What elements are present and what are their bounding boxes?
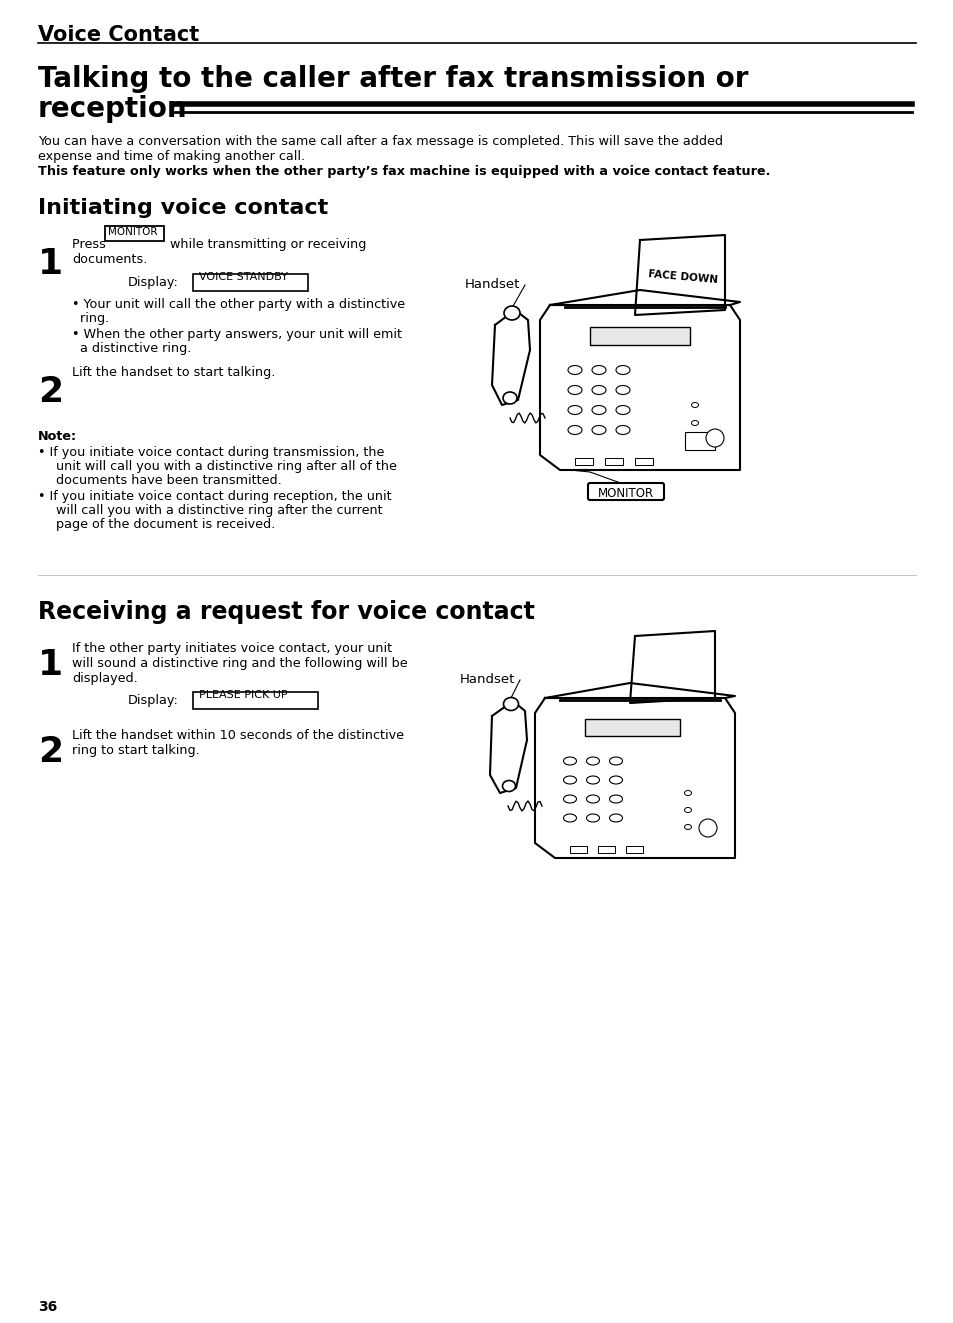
Polygon shape [490, 701, 526, 792]
Text: Press: Press [71, 238, 110, 251]
Ellipse shape [567, 406, 581, 414]
Bar [569, 845, 586, 853]
Text: This feature only works when the other party’s fax machine is equipped with a vo: This feature only works when the other p… [38, 165, 770, 179]
Ellipse shape [691, 421, 698, 426]
Text: PLEASE PICK UP: PLEASE PICK UP [199, 691, 287, 700]
Text: 1: 1 [38, 247, 63, 280]
Text: Handset: Handset [459, 673, 515, 687]
Ellipse shape [609, 757, 622, 765]
FancyBboxPatch shape [587, 483, 663, 500]
Text: 1: 1 [38, 648, 63, 681]
Ellipse shape [586, 814, 598, 822]
Text: You can have a conversation with the same call after a fax message is completed.: You can have a conversation with the sam… [38, 135, 722, 148]
Text: documents.: documents. [71, 253, 147, 266]
Ellipse shape [592, 406, 605, 414]
Text: MONITOR: MONITOR [108, 228, 157, 237]
Ellipse shape [616, 426, 629, 434]
Text: Talking to the caller after fax transmission or: Talking to the caller after fax transmis… [38, 65, 748, 93]
Ellipse shape [616, 365, 629, 374]
Text: Initiating voice contact: Initiating voice contact [38, 198, 328, 218]
Polygon shape [539, 306, 740, 470]
Bar [635, 458, 652, 464]
Text: • If you initiate voice contact during reception, the unit: • If you initiate voice contact during r… [38, 490, 392, 503]
Bar [604, 458, 622, 464]
Ellipse shape [684, 824, 691, 830]
Ellipse shape [586, 777, 598, 785]
Ellipse shape [592, 365, 605, 374]
Text: displayed.: displayed. [71, 672, 137, 685]
Text: expense and time of making another call.: expense and time of making another call. [38, 149, 305, 163]
Text: Receiving a request for voice contact: Receiving a request for voice contact [38, 601, 535, 624]
Text: • Your unit will call the other party with a distinctive: • Your unit will call the other party wi… [71, 298, 405, 311]
Text: Display:: Display: [128, 277, 179, 288]
Ellipse shape [609, 777, 622, 785]
Text: Handset: Handset [464, 278, 519, 291]
Text: 36: 36 [38, 1301, 57, 1314]
Ellipse shape [616, 406, 629, 414]
Text: VOICE STANDBY: VOICE STANDBY [199, 273, 288, 282]
FancyBboxPatch shape [193, 692, 318, 709]
Text: reception: reception [38, 95, 188, 123]
Text: FACE DOWN: FACE DOWN [647, 269, 718, 284]
Polygon shape [544, 683, 734, 699]
Text: 2: 2 [38, 736, 63, 769]
Text: a distinctive ring.: a distinctive ring. [71, 343, 192, 355]
Text: • When the other party answers, your unit will emit: • When the other party answers, your uni… [71, 328, 401, 341]
Bar [589, 327, 689, 345]
Bar [684, 433, 714, 450]
Ellipse shape [705, 429, 723, 447]
Text: Note:: Note: [38, 430, 77, 443]
Text: page of the document is received.: page of the document is received. [48, 519, 275, 531]
Ellipse shape [563, 795, 576, 803]
Ellipse shape [502, 392, 517, 404]
Text: Lift the handset within 10 seconds of the distinctive: Lift the handset within 10 seconds of th… [71, 729, 403, 742]
Polygon shape [629, 631, 714, 703]
Ellipse shape [609, 814, 622, 822]
Text: will sound a distinctive ring and the following will be: will sound a distinctive ring and the fo… [71, 658, 407, 669]
Polygon shape [492, 310, 530, 405]
FancyBboxPatch shape [193, 274, 308, 291]
Ellipse shape [586, 795, 598, 803]
Ellipse shape [567, 385, 581, 394]
Ellipse shape [563, 757, 576, 765]
Ellipse shape [503, 306, 519, 320]
Ellipse shape [691, 402, 698, 407]
Text: will call you with a distinctive ring after the current: will call you with a distinctive ring af… [48, 504, 382, 517]
Ellipse shape [684, 791, 691, 795]
Text: MONITOR: MONITOR [598, 487, 654, 500]
Ellipse shape [502, 781, 515, 791]
Text: ring to start talking.: ring to start talking. [71, 744, 199, 757]
Ellipse shape [699, 819, 717, 837]
Text: • If you initiate voice contact during transmission, the: • If you initiate voice contact during t… [38, 446, 384, 459]
Ellipse shape [592, 385, 605, 394]
Ellipse shape [567, 426, 581, 434]
Polygon shape [635, 235, 724, 315]
Ellipse shape [684, 807, 691, 812]
Text: documents have been transmitted.: documents have been transmitted. [48, 474, 281, 487]
Ellipse shape [592, 426, 605, 434]
Ellipse shape [563, 814, 576, 822]
Text: 2: 2 [38, 374, 63, 409]
Polygon shape [550, 290, 740, 306]
Text: Voice Contact: Voice Contact [38, 25, 199, 45]
Ellipse shape [563, 777, 576, 785]
Text: unit will call you with a distinctive ring after all of the: unit will call you with a distinctive ri… [48, 460, 396, 474]
Ellipse shape [691, 438, 698, 443]
Ellipse shape [503, 697, 518, 710]
Text: ring.: ring. [71, 312, 110, 325]
Ellipse shape [586, 757, 598, 765]
Bar [575, 458, 593, 464]
Polygon shape [535, 699, 734, 859]
Ellipse shape [567, 365, 581, 374]
Ellipse shape [616, 385, 629, 394]
Bar [625, 845, 642, 853]
Ellipse shape [609, 795, 622, 803]
Text: If the other party initiates voice contact, your unit: If the other party initiates voice conta… [71, 642, 392, 655]
Bar [598, 845, 615, 853]
Text: Lift the handset to start talking.: Lift the handset to start talking. [71, 366, 275, 378]
Bar [584, 718, 679, 736]
Text: Display:: Display: [128, 695, 179, 706]
Text: while transmitting or receiving: while transmitting or receiving [166, 238, 366, 251]
FancyBboxPatch shape [105, 226, 164, 241]
